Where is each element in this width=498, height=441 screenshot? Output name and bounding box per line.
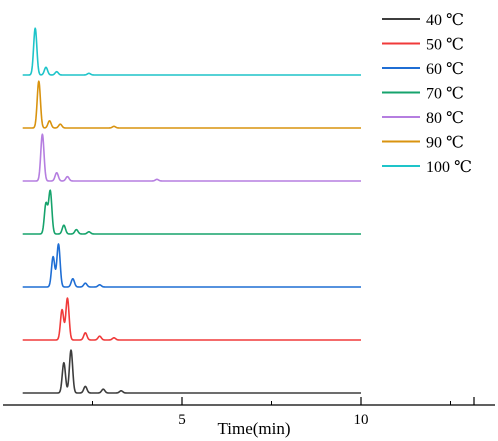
legend: 40 ℃ 50 ℃ 60 ℃ 70 ℃ 80 ℃ 90 ℃ 100 ℃: [382, 12, 472, 176]
legend-label-6: 90 ℃: [426, 135, 464, 152]
plot-area: [22, 27, 362, 394]
legend-label-2: 50 ℃: [426, 37, 464, 54]
legend-label-7: 100 ℃: [426, 159, 472, 176]
series-line-6: [22, 80, 362, 129]
x-tick-label: 10: [354, 412, 369, 428]
series-line-4: [22, 189, 362, 235]
series-line-2: [22, 297, 362, 341]
x-axis-ticks: 5 10: [92, 397, 475, 428]
legend-label-5: 80 ℃: [426, 110, 464, 127]
legend-label-4: 70 ℃: [426, 86, 464, 103]
series-line-3: [22, 243, 362, 288]
series-line-5: [22, 133, 362, 182]
legend-label-3: 60 ℃: [426, 61, 464, 78]
series-line-7: [22, 27, 362, 76]
x-axis-label: Time(min): [217, 419, 290, 438]
x-tick-label: 5: [178, 412, 186, 428]
legend-label-1: 40 ℃: [426, 12, 464, 29]
series-line-1: [22, 349, 362, 394]
